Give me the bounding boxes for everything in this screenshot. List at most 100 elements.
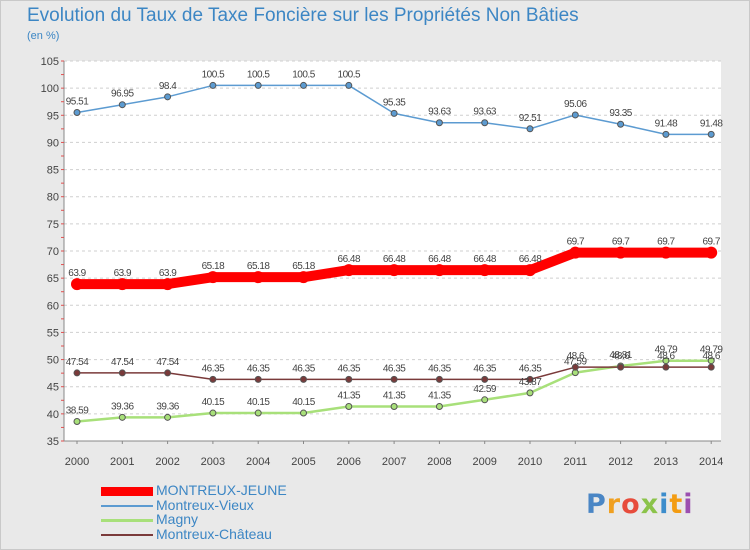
data-point-magny [390,403,398,411]
x-tick-label: 2002 [155,456,179,468]
x-tick-label: 2010 [518,456,542,468]
y-tick-label: 95 [47,110,59,122]
data-label-montreux-jeune: 63.9 [68,268,86,279]
data-label-montreux-jeune: 63.9 [114,268,132,279]
data-point-montreux-ch-teau [345,375,353,383]
data-label-montreux-ch-teau: 46.35 [473,363,496,374]
data-point-montreux-jeune [614,246,627,259]
data-point-montreux-ch-teau [435,375,443,383]
x-tick-label: 2006 [337,456,361,468]
data-point-magny [209,409,217,417]
data-point-montreux-ch-teau [571,363,579,371]
y-tick-label: 40 [47,409,59,421]
data-label-montreux-vieux: 91.48 [655,118,678,129]
y-tick-label: 90 [47,137,59,149]
x-tick-label: 2009 [472,456,496,468]
data-label-montreux-vieux: 93.63 [473,107,496,118]
data-point-montreux-ch-teau [73,369,81,377]
x-tick-label: 2007 [382,456,406,468]
y-tick-label: 100 [41,83,59,95]
data-point-montreux-jeune [116,278,129,291]
data-point-montreux-vieux [118,101,126,109]
legend-label: Magny [156,511,199,527]
y-tick-label: 80 [47,192,59,204]
data-point-montreux-ch-teau [209,375,217,383]
data-point-montreux-vieux [435,119,443,127]
legend-label: Montreux-Château [156,525,272,542]
legend-label: MONTREUX-JEUNE [156,482,287,498]
data-label-montreux-ch-teau: 47.54 [156,357,179,368]
data-point-montreux-jeune [71,278,83,291]
x-tick-label: 2011 [563,456,587,468]
data-point-montreux-ch-teau [164,369,172,377]
data-label-montreux-jeune: 65.18 [202,261,225,272]
y-tick-label: 65 [47,273,59,285]
data-label-montreux-vieux: 93.63 [428,107,451,118]
data-label-montreux-vieux: 95.06 [564,99,587,110]
data-label-montreux-jeune: 66.48 [428,254,451,265]
data-point-montreux-ch-teau [526,375,534,383]
data-label-magny: 40.15 [202,397,225,408]
data-point-montreux-vieux [390,109,398,117]
y-tick-label: 85 [47,165,59,177]
data-point-magny [164,413,172,421]
data-point-magny [73,418,81,426]
data-label-montreux-jeune: 66.48 [519,254,542,265]
legend-swatch [101,504,153,507]
data-point-magny [481,396,489,404]
data-point-magny [300,409,307,417]
data-point-montreux-jeune [206,271,219,284]
x-tick-label: 2001 [110,456,134,468]
data-point-montreux-vieux [345,81,353,89]
x-tick-label: 2013 [654,456,678,468]
x-tick-label: 2003 [201,456,225,468]
data-point-montreux-vieux [662,130,670,138]
data-label-montreux-vieux: 100.5 [338,69,361,80]
x-tick-label: 2012 [608,456,632,468]
data-point-magny [526,389,534,397]
data-label-montreux-ch-teau: 48.6 [702,351,720,362]
data-point-montreux-vieux [571,111,579,119]
legend-swatch [101,533,153,536]
data-point-montreux-vieux [73,109,81,117]
legend-label: Montreux-Vieux [156,496,254,513]
data-point-montreux-ch-teau [300,375,307,383]
data-label-montreux-ch-teau: 46.35 [338,363,361,374]
data-point-magny [435,403,443,411]
data-label-magny: 39.36 [156,401,179,412]
data-point-montreux-ch-teau [254,375,262,383]
data-point-montreux-vieux [209,81,217,89]
data-label-montreux-vieux: 100.5 [202,69,225,80]
data-label-magny: 41.35 [338,391,361,402]
x-tick-label: 2005 [291,456,315,468]
data-point-montreux-jeune [342,264,355,277]
data-point-montreux-ch-teau [662,363,670,371]
data-label-montreux-ch-teau: 47.54 [111,357,134,368]
legend-swatch [101,486,153,496]
data-label-montreux-jeune: 66.48 [473,254,496,265]
data-point-montreux-ch-teau [118,369,126,377]
data-label-montreux-vieux: 92.51 [519,113,542,124]
data-point-montreux-jeune [433,264,446,277]
data-label-montreux-jeune: 69.7 [657,237,675,248]
data-point-montreux-ch-teau [707,363,715,371]
x-tick-label: 2000 [65,456,89,468]
y-tick-label: 50 [47,355,59,367]
data-label-magny: 41.35 [428,391,451,402]
data-point-montreux-jeune [161,278,174,291]
data-label-montreux-ch-teau: 46.35 [383,363,406,374]
data-point-montreux-ch-teau [481,375,489,383]
data-label-montreux-vieux: 98.4 [159,81,177,92]
data-label-montreux-ch-teau: 47.54 [66,357,89,368]
data-label-montreux-jeune: 69.7 [612,237,630,248]
data-label-magny: 40.15 [292,397,315,408]
data-label-montreux-jeune: 65.18 [247,261,270,272]
y-tick-label: 35 [47,436,59,448]
data-label-montreux-jeune: 63.9 [159,268,177,279]
data-label-montreux-jeune: 69.7 [702,237,720,248]
x-tick-label: 2008 [427,456,451,468]
data-point-montreux-vieux [526,125,534,133]
data-point-montreux-vieux [300,81,307,89]
